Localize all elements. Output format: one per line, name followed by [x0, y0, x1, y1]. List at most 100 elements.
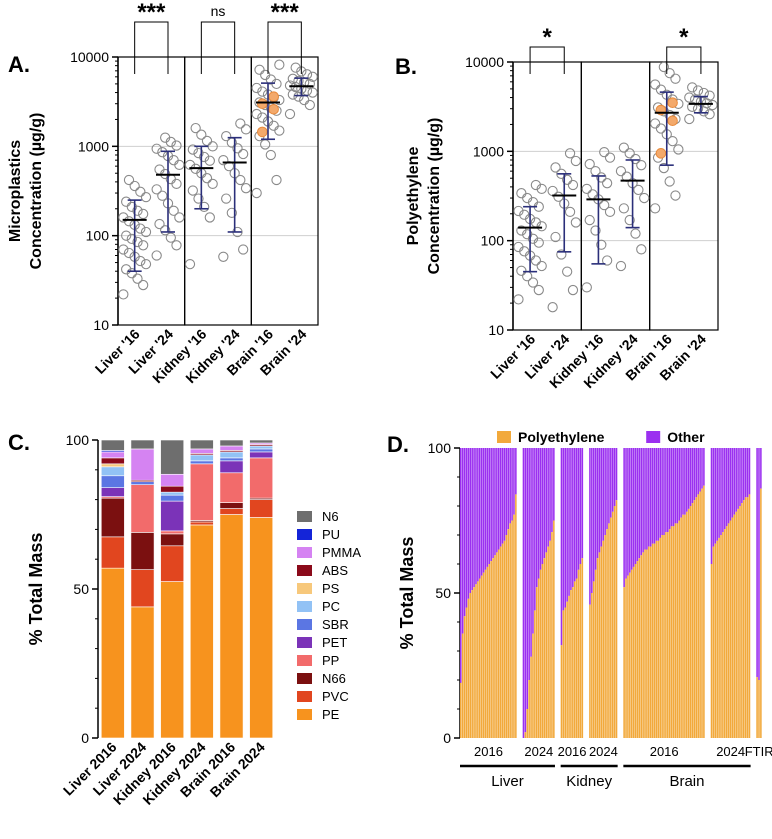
significance-label: *: [679, 24, 689, 51]
bar-segment-polyethylene: [724, 529, 726, 738]
data-point: [692, 85, 704, 96]
bar-segment-pe: [100, 567, 125, 739]
legend-swatch: [297, 691, 312, 702]
data-point: [193, 193, 204, 204]
bar-segment-other: [573, 448, 576, 582]
bar-segment-other: [490, 448, 492, 562]
highlighted-point: [667, 97, 678, 109]
bar-segment-other: [695, 448, 698, 498]
bar-segment-other: [701, 448, 703, 489]
bracket-line: [529, 46, 565, 74]
bar-segment-pvc: [219, 508, 244, 515]
data-point: [138, 208, 149, 220]
significance-bracket: *: [529, 24, 565, 74]
bar-segment-pet: [249, 451, 274, 459]
bar-segment-other: [678, 448, 680, 521]
bar-segment-polyethylene: [701, 488, 703, 738]
bar-segment-other: [627, 448, 629, 576]
legend-label: PU: [322, 527, 340, 542]
bar-segment-other: [699, 448, 701, 492]
bar-segment-other: [684, 448, 686, 515]
sample-group-liver-2016: 2016: [460, 448, 517, 759]
data-point: [118, 244, 129, 255]
panel-label: D.: [387, 432, 409, 457]
bar-segment-other: [611, 448, 614, 512]
data-point: [630, 153, 641, 165]
bar-segment-other: [577, 448, 580, 570]
legend-swatch: [297, 601, 312, 612]
bar-segment-pmma: [160, 473, 185, 487]
bar-segment-other: [600, 448, 603, 547]
bar-segment-other: [592, 448, 595, 582]
y-tick-label: 100: [86, 228, 110, 244]
bar-segment-polyethylene: [756, 677, 758, 738]
data-point: [550, 162, 561, 173]
bar-segment-other: [589, 448, 591, 605]
bar-segment-pc: [100, 466, 125, 477]
y-tick-label: 10000: [70, 49, 109, 65]
bar-segment-other: [594, 448, 597, 570]
bar-segment-other: [674, 448, 677, 524]
bar-segment-other: [461, 448, 464, 634]
bar-segment-pe: [249, 517, 274, 739]
sample-group-liver-2024: 2024: [522, 448, 555, 759]
bar-segment-other: [562, 448, 565, 611]
data-point: [522, 271, 533, 282]
y-tick-label: 10: [93, 317, 109, 333]
data-point: [168, 205, 179, 216]
bar-segment-other: [477, 448, 479, 582]
group-year-label: 2024: [524, 744, 553, 759]
bar-segment-polyethylene: [545, 552, 548, 738]
bar-segment-polyethylene: [657, 540, 660, 738]
y-tick-label: 1000: [473, 143, 504, 159]
panel-label: C.: [8, 430, 30, 455]
bar-segment-polyethylene: [760, 488, 762, 738]
data-point: [658, 162, 669, 174]
bar-segment-polyethylene: [686, 511, 688, 738]
y-axis-label: % Total Mass: [397, 537, 417, 650]
bar-segment-polyethylene: [731, 517, 734, 738]
bar-segment-pmma: [219, 445, 244, 451]
group-box: [649, 61, 719, 331]
data-point: [618, 142, 630, 153]
bar-segment-polyethylene: [494, 555, 496, 738]
data-point: [658, 61, 669, 73]
sample-group-kidney-2016: 2016: [558, 448, 587, 759]
bar-segment-polyethylene: [600, 546, 603, 738]
bar-segment-polyethylene: [537, 578, 540, 738]
y-label-line: Polyethylene: [405, 147, 422, 246]
legend-label: N6: [322, 509, 339, 524]
data-point: [564, 206, 576, 218]
bar-segment-polyethylene: [746, 497, 749, 738]
bar-segment-other: [496, 448, 498, 553]
highlighted-point: [667, 115, 678, 127]
bar-segment-other: [655, 448, 658, 541]
data-point: [160, 132, 171, 143]
data-point: [118, 289, 129, 300]
sample-group-brain-2024: 2024: [710, 448, 751, 759]
data-point: [581, 183, 592, 195]
highlighted-point: [257, 98, 268, 110]
data-point: [636, 160, 647, 171]
data-point: [221, 193, 232, 204]
data-point: [171, 240, 182, 251]
data-point: [636, 244, 647, 255]
data-point: [553, 191, 564, 202]
bar-segment-polyethylene: [722, 532, 724, 738]
legend-swatch: [297, 655, 312, 666]
bar-segment-other: [501, 448, 504, 544]
data-point: [201, 173, 213, 184]
bar-segment-other: [566, 448, 568, 602]
data-point: [187, 185, 198, 196]
bar-segment-polyethylene: [469, 593, 472, 738]
legend: N6 PU PMMA ABS PS PC SBR PET PP N66 PVC PE: [297, 509, 361, 722]
data-point: [615, 166, 627, 177]
bar-segment-polyethylene: [743, 500, 745, 738]
bar-segment-other: [727, 448, 730, 524]
data-point: [190, 122, 201, 134]
bar-segment-polyethylene: [471, 590, 473, 738]
data-point: [513, 205, 524, 217]
bar-segment-other: [672, 448, 675, 527]
data-point: [274, 125, 285, 136]
